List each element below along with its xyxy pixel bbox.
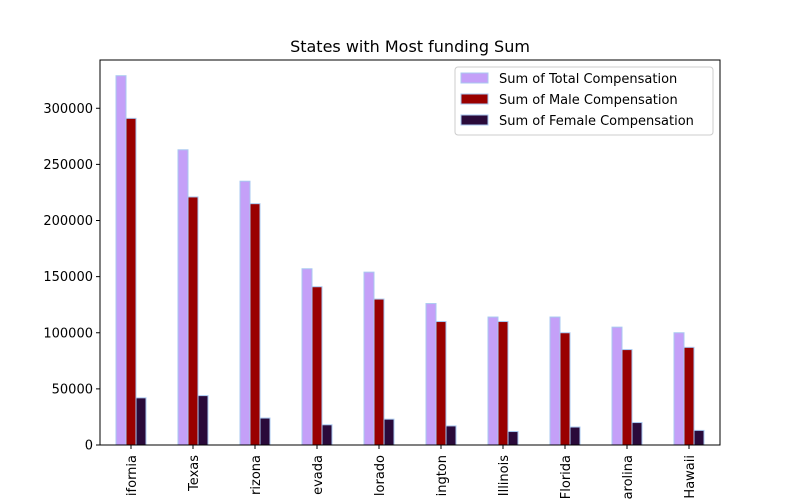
legend-label: Sum of Female Compensation	[499, 114, 694, 129]
bar-2-4	[383, 418, 395, 446]
bars-layer	[115, 75, 705, 446]
y-tick-label: 150000	[43, 270, 93, 285]
bar-0-2	[239, 180, 251, 446]
bar-0-8	[611, 326, 623, 446]
bar-1-7	[559, 332, 571, 446]
y-tick-label: 100000	[43, 326, 93, 341]
legend-label: Sum of Total Compensation	[499, 72, 677, 87]
bar-0-5	[425, 303, 437, 446]
bar-0-0	[115, 75, 127, 446]
bar-0-3	[301, 268, 313, 446]
bar-2-0	[135, 397, 147, 446]
x-tick-label: Texas	[187, 455, 202, 492]
bar-1-1	[187, 196, 199, 446]
legend-swatch	[460, 93, 489, 105]
legend-swatch	[460, 114, 489, 126]
bar-0-9	[673, 332, 685, 446]
bar-2-2	[259, 417, 271, 446]
bar-0-4	[363, 271, 375, 446]
bar-1-2	[249, 203, 261, 446]
y-tick-label: 50000	[52, 382, 93, 397]
bar-1-4	[373, 298, 385, 446]
x-tick-label: Florida	[559, 455, 574, 499]
x-tick-label: lorado	[373, 455, 388, 496]
bar-1-9	[683, 346, 695, 446]
bar-1-5	[435, 321, 447, 446]
plot-frame	[99, 59, 721, 446]
bar-1-6	[497, 321, 509, 446]
x-tick-label: rizona	[249, 455, 264, 495]
chart-title: States with Most funding Sum	[290, 37, 530, 56]
bar-0-7	[549, 316, 561, 446]
bar-2-5	[445, 425, 457, 446]
bar-2-7	[569, 426, 581, 446]
y-tick-label: 200000	[43, 214, 93, 229]
x-tick-label: arolina	[621, 455, 636, 499]
x-tick-label: Illinois	[497, 455, 512, 496]
bar-1-0	[125, 117, 137, 446]
legend-label: Sum of Male Compensation	[499, 93, 678, 108]
legend: Sum of Total Compensation Sum of Male Com…	[454, 66, 714, 136]
bar-0-1	[177, 149, 189, 446]
bar-0-6	[487, 316, 499, 446]
bar-1-8	[621, 349, 633, 446]
ticks-layer: 0 50000 100000 150000 200000 250000 300000 ifor…	[43, 102, 698, 500]
legend-swatch	[460, 72, 489, 84]
bar-2-9	[693, 429, 705, 446]
x-tick-label: ington	[435, 455, 450, 496]
axes-layer	[99, 59, 721, 446]
bar-2-8	[631, 422, 643, 446]
bar-1-3	[311, 286, 323, 446]
y-tick-label: 250000	[43, 158, 93, 173]
x-tick-label: evada	[311, 455, 326, 495]
bar-2-3	[321, 424, 333, 446]
bar-2-1	[197, 395, 209, 446]
legend-box	[454, 66, 714, 136]
bar-2-6	[507, 431, 519, 446]
x-tick-label: Hawaii	[683, 455, 698, 499]
x-tick-label: ifornia	[125, 455, 140, 496]
y-tick-label: 300000	[43, 102, 93, 117]
y-tick-label: 0	[85, 439, 93, 454]
